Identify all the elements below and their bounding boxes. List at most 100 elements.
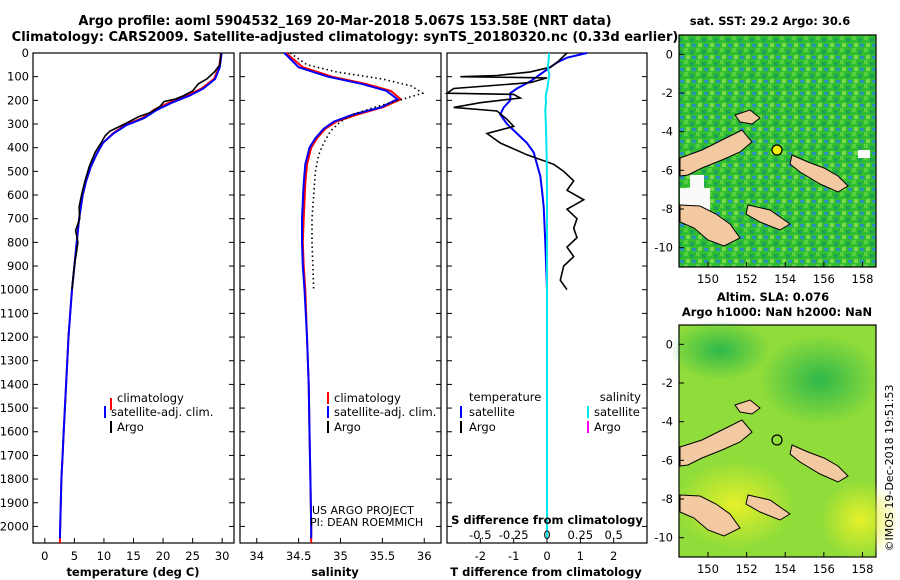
x-tick-label: 35 (333, 549, 348, 563)
salinity-legend: climatology satellite-adj. clim. Argo (327, 391, 436, 434)
depth-tick-label: 1600 (0, 425, 29, 439)
x-top-tick-label: 0.5 (605, 528, 623, 542)
map-lat-tick-label: -6 (662, 163, 673, 177)
t-satellite-line (499, 52, 588, 539)
difference-legend: temperature satellite Argo salinity sate… (460, 390, 641, 434)
sla-map-title-line1: Altim. SLA: 0.076 (717, 290, 829, 304)
sst-map-coastline (679, 109, 849, 247)
map-lon-tick-label: 158 (852, 272, 874, 286)
map-lon-tick-label: 156 (813, 272, 835, 286)
x-top-tick-label: 0.25 (568, 528, 594, 542)
x-top-tick-label: -0.25 (499, 528, 529, 542)
x-tick-label: 5 (71, 549, 78, 563)
depth-tick-label: 1300 (0, 354, 29, 368)
x-tick-label: 10 (97, 549, 112, 563)
x-tick-label: 34.5 (286, 549, 312, 563)
legend-s-satellite-label: satellite (594, 405, 640, 419)
legend-satellite-label: satellite-adj. clim. (334, 405, 436, 419)
map-lat-tick-label: -10 (654, 241, 673, 255)
sla-map-coastline (679, 399, 849, 537)
map-lat-tick-label: 0 (666, 47, 673, 61)
s-satellite-line (544, 52, 551, 539)
satellite-adj-clim-line (283, 52, 400, 539)
depth-tick-label: 1000 (0, 283, 29, 297)
depth-tick-label: 400 (7, 141, 29, 155)
map-lat-tick-label: -4 (662, 125, 673, 139)
argo-float-marker (771, 434, 783, 446)
t-difference-label: T difference from climatology (450, 565, 642, 579)
satellite-adj-clim-line (58, 52, 223, 539)
map-lat-tick-label: -2 (662, 86, 673, 100)
depth-tick-label: 300 (7, 117, 29, 131)
depth-tick-label: 600 (7, 188, 29, 202)
map-lon-tick-label: 154 (774, 272, 796, 286)
x-tick-label: 2 (610, 549, 617, 563)
salinity-panel: 34 34.5 35 35.5 36 salinity climatology sate… (239, 52, 442, 579)
x-tick-label: -2 (475, 549, 486, 563)
sst-map-nodata (690, 175, 704, 189)
depth-tick-label: 1800 (0, 472, 29, 486)
argo-line (71, 52, 222, 290)
difference-panel: -2 -1 0 1 2 -0.5 -0.25 0 0.25 0.5 S difference fr… (444, 52, 648, 579)
x-tick-label: 36 (417, 549, 432, 563)
salinity-plot-frame (239, 52, 442, 544)
x-tick-label: 34 (249, 549, 264, 563)
map-lat-tick-label: -6 (662, 453, 673, 467)
legend-s-argo-label: Argo (594, 420, 621, 434)
depth-axis: 0 100 200 300 400 500 600 700 800 900 1000 1100 1200… (0, 46, 29, 533)
legend-satellite-label: satellite-adj. clim. (111, 405, 213, 419)
depth-tick-label: 900 (7, 259, 29, 273)
figure-title-line1: Argo profile: aoml 5904532_169 20-Mar-20… (78, 14, 611, 29)
pi-annotation: PI: DEAN ROEMMICH (310, 516, 423, 529)
map-lat-tick-label: -4 (662, 415, 673, 429)
sla-map-anomaly (820, 480, 900, 560)
x-tick-label: 1 (577, 549, 584, 563)
temperature-panel: 0 5 10 15 20 25 30 temperature (deg C) climato… (32, 52, 235, 579)
map-lon-tick-label: 156 (813, 562, 835, 576)
map-lon-tick-label: 150 (697, 272, 719, 286)
depth-tick-label: 1500 (0, 401, 29, 415)
x-tick-label: 15 (126, 549, 141, 563)
depth-tick-label: 1100 (0, 306, 29, 320)
sla-map-title-line2: Argo h1000: NaN h2000: NaN (682, 305, 872, 319)
map-lon-tick-label: 158 (852, 562, 874, 576)
depth-tick-label: 1200 (0, 330, 29, 344)
legend-t-satellite-label: satellite (469, 405, 515, 419)
sla-map-anomaly (670, 320, 770, 380)
depth-tick-label: 1700 (0, 448, 29, 462)
depth-tick-label: 1400 (0, 377, 29, 391)
imos-credit: ©IMOS 19-Dec-2018 19:51:53 (883, 385, 896, 552)
depth-tick-label: 700 (7, 212, 29, 226)
map-lon-tick-label: 152 (736, 562, 758, 576)
legend-climatology-label: climatology (117, 391, 184, 405)
depth-tick-label: 200 (7, 93, 29, 107)
temperature-plot-frame (32, 52, 235, 544)
x-top-tick-label: 0 (543, 528, 550, 542)
sst-map: sat. SST: 29.2 Argo: 30.6 150 152 154 156 15… (654, 14, 877, 286)
x-tick-label: 25 (185, 549, 200, 563)
x-tick-label: 0 (543, 549, 550, 563)
map-lat-tick-label: 0 (666, 337, 673, 351)
x-top-tick-label: -0.5 (469, 528, 491, 542)
map-lon-tick-label: 154 (774, 562, 796, 576)
depth-tick-label: 500 (7, 164, 29, 178)
depth-tick-label: 0 (22, 46, 29, 60)
sla-map: Altim. SLA: 0.076 Argo h1000: NaN h2000:… (654, 290, 900, 576)
map-lon-tick-label: 150 (697, 562, 719, 576)
depth-tick-label: 800 (7, 235, 29, 249)
salinity-xlabel: salinity (311, 565, 359, 579)
sst-map-title: sat. SST: 29.2 Argo: 30.6 (690, 14, 850, 28)
map-lat-tick-label: -8 (662, 202, 673, 216)
legend-argo-label: Argo (117, 420, 144, 434)
map-lat-tick-label: -10 (654, 531, 673, 545)
argo-float-marker (771, 144, 783, 156)
x-tick-label: 20 (156, 549, 171, 563)
map-lon-tick-label: 152 (736, 272, 758, 286)
s-difference-label: S difference from climatology (451, 513, 643, 527)
map-lat-tick-label: -8 (662, 492, 673, 506)
temperature-legend: climatology satellite-adj. clim. Argo (104, 391, 213, 434)
legend-salinity-title: salinity (600, 390, 641, 404)
sst-map-nodata (858, 150, 870, 158)
x-tick-label: 30 (215, 549, 230, 563)
